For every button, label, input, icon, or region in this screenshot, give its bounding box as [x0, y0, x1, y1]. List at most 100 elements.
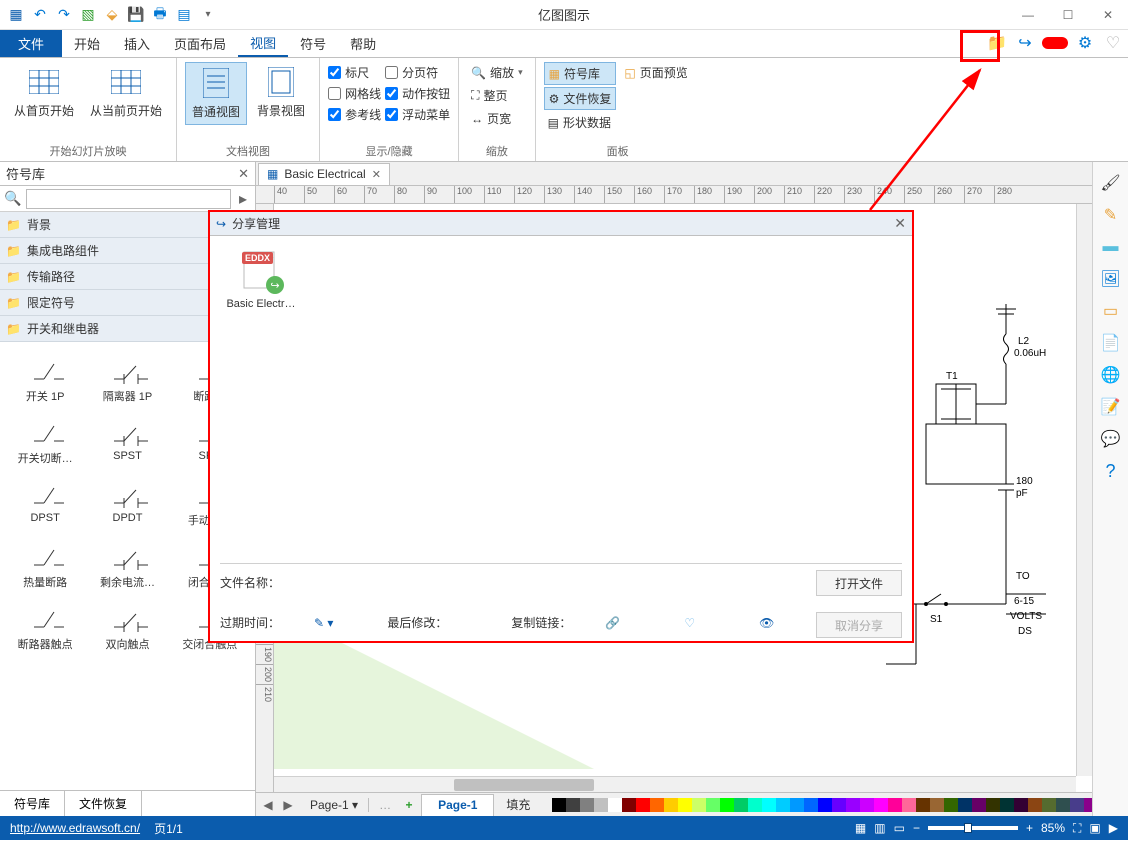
horizontal-scrollbar[interactable] [274, 776, 1076, 792]
color-chip[interactable] [1084, 798, 1092, 812]
zoom-in-icon[interactable]: + [1026, 821, 1033, 835]
open-file-button[interactable]: 打开文件 [816, 570, 902, 596]
color-chip[interactable] [692, 798, 706, 812]
status-url[interactable]: http://www.edrawsoft.cn/ [10, 821, 140, 835]
panel-shapedata-button[interactable]: ▤形状数据 [544, 112, 617, 133]
vertical-scrollbar[interactable] [1076, 204, 1092, 776]
color-chip[interactable] [734, 798, 748, 812]
color-chip[interactable] [580, 798, 594, 812]
layer-icon[interactable]: ▭ [1100, 300, 1122, 322]
edit-icon[interactable]: ✎ ▾ [314, 616, 333, 630]
symbol-item[interactable]: 开关 1P [10, 348, 80, 410]
page-tab-active[interactable]: Page-1 [421, 794, 494, 816]
menu-file[interactable]: 文件 [0, 30, 62, 57]
color-chip[interactable] [874, 798, 888, 812]
symbol-item[interactable]: 热量断路 [10, 534, 80, 596]
symbol-item[interactable]: SPST [92, 410, 162, 472]
tab-recover[interactable]: 文件恢复 [65, 791, 142, 816]
color-chip[interactable] [1070, 798, 1084, 812]
zoom-slider[interactable] [928, 826, 1018, 830]
app-icon[interactable]: ▦ [6, 5, 26, 25]
paintbrush-icon[interactable]: 🖌 [1100, 172, 1122, 194]
page-prev-icon[interactable]: ◀ [260, 796, 276, 814]
symbol-item[interactable]: 开关切断… [10, 410, 80, 472]
check-guides[interactable]: 参考线 [328, 106, 381, 123]
fullscreen-icon[interactable]: ▣ [1089, 821, 1100, 835]
share-file-item[interactable]: EDDX ↪ Basic Electr… [226, 250, 296, 310]
redo-icon[interactable]: ↷ [54, 5, 74, 25]
color-chip[interactable] [678, 798, 692, 812]
color-chip[interactable] [776, 798, 790, 812]
page-width-button[interactable]: ↔页宽 [467, 108, 527, 129]
menu-start[interactable]: 开始 [62, 30, 112, 57]
share-close-icon[interactable]: ✕ [894, 215, 906, 232]
color-chip[interactable] [804, 798, 818, 812]
normal-view-button[interactable]: 普通视图 [185, 62, 247, 125]
search-go-icon[interactable]: ▸ [233, 189, 253, 209]
heart-icon[interactable]: ♡ [1102, 32, 1124, 54]
undo-icon[interactable]: ↶ [30, 5, 50, 25]
panel-preview-button[interactable]: ◱页面预览 [620, 62, 691, 83]
scroll-thumb[interactable] [454, 779, 594, 791]
color-chip[interactable] [1000, 798, 1014, 812]
help-icon[interactable]: ? [1100, 460, 1122, 482]
color-chip[interactable] [706, 798, 720, 812]
color-chip[interactable] [818, 798, 832, 812]
cancel-share-button[interactable]: 取消分享 [816, 612, 902, 638]
doc-tab-basic-electrical[interactable]: ▦ Basic Electrical ✕ [258, 163, 390, 185]
menu-symbol[interactable]: 符号 [288, 30, 338, 57]
menu-pagelayout[interactable]: 页面布局 [162, 30, 238, 57]
new-icon[interactable]: ▧ [78, 5, 98, 25]
color-chip[interactable] [622, 798, 636, 812]
symbol-item[interactable]: DPST [10, 472, 80, 534]
zoom-out-icon[interactable]: − [913, 821, 920, 835]
menu-view[interactable]: 视图 [238, 30, 288, 57]
color-chip[interactable] [832, 798, 846, 812]
minimize-button[interactable]: — [1008, 0, 1048, 30]
print-icon[interactable]: 🖶 [150, 5, 170, 25]
color-chip[interactable] [1028, 798, 1042, 812]
chat-icon[interactable]: 💬 [1100, 428, 1122, 450]
color-chip[interactable] [1042, 798, 1056, 812]
present-icon[interactable]: ▶ [1109, 821, 1118, 835]
from-first-page-button[interactable]: 从首页开始 [8, 62, 80, 123]
from-current-page-button[interactable]: 从当前页开始 [84, 62, 168, 123]
check-gridlines[interactable]: 网格线 [328, 85, 381, 102]
check-actionbtn[interactable]: 动作按钮 [385, 85, 450, 102]
edit-icon[interactable]: 📝 [1100, 396, 1122, 418]
color-chip[interactable] [916, 798, 930, 812]
color-chip[interactable] [986, 798, 1000, 812]
panel-symbols-button[interactable]: ▦符号库 [544, 62, 617, 85]
menu-help[interactable]: 帮助 [338, 30, 388, 57]
check-ruler[interactable]: 标尺 [328, 64, 381, 81]
symbol-item[interactable]: 剩余电流… [92, 534, 162, 596]
check-pagebreak[interactable]: 分页符 [385, 64, 450, 81]
save-icon[interactable]: 💾 [126, 5, 146, 25]
color-chip[interactable] [552, 798, 566, 812]
color-chip[interactable] [748, 798, 762, 812]
color-chip[interactable] [888, 798, 902, 812]
symbol-item[interactable]: 隔离器 1P [92, 348, 162, 410]
menu-insert[interactable]: 插入 [112, 30, 162, 57]
fit-icon[interactable]: ⛶ [1073, 821, 1081, 836]
background-view-button[interactable]: 背景视图 [251, 62, 311, 123]
symbol-item[interactable]: 断路器触点 [10, 596, 80, 658]
eye-icon[interactable]: 👁 [759, 616, 774, 630]
color-chip[interactable] [846, 798, 860, 812]
export-icon[interactable]: ▤ [174, 5, 194, 25]
zoom-thumb[interactable] [964, 823, 972, 833]
color-chip[interactable] [664, 798, 678, 812]
color-chip[interactable] [762, 798, 776, 812]
color-chip[interactable] [608, 798, 622, 812]
globe-icon[interactable]: 🌐 [1100, 364, 1122, 386]
color-chip[interactable] [1056, 798, 1070, 812]
view-mode-icon[interactable]: ▥ [874, 821, 885, 835]
page-next-icon[interactable]: ▶ [280, 796, 296, 814]
color-chip[interactable] [594, 798, 608, 812]
color-chip[interactable] [930, 798, 944, 812]
close-button[interactable]: ✕ [1088, 0, 1128, 30]
color-chip[interactable] [972, 798, 986, 812]
color-chip[interactable] [720, 798, 734, 812]
settings-icon[interactable]: ⚙ [1074, 32, 1096, 54]
qat-more-icon[interactable]: ▾ [198, 5, 218, 25]
